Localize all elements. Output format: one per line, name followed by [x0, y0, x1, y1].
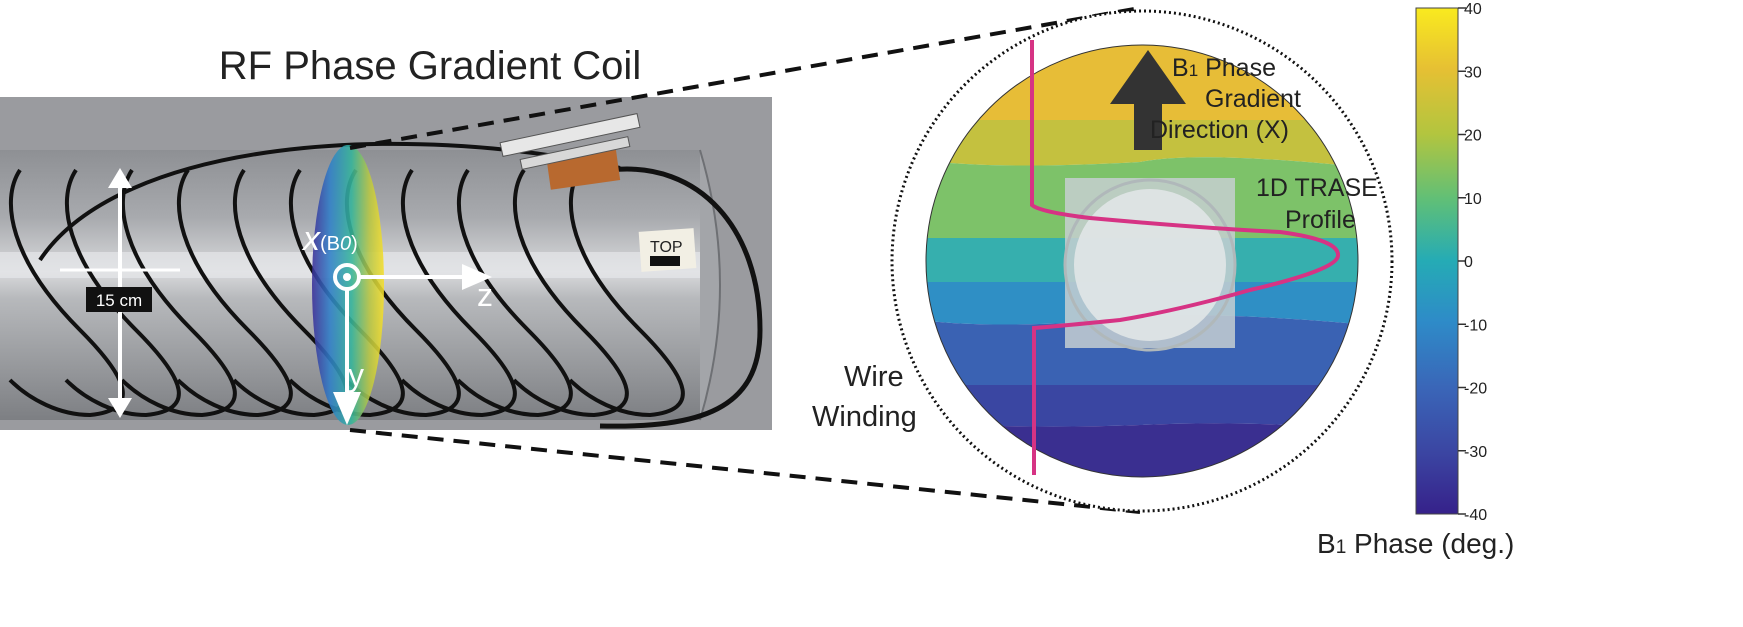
wire-loop	[512, 168, 629, 418]
tube-end	[699, 149, 721, 421]
gradient-direction-arrow	[1110, 50, 1186, 150]
figure-title: RF Phase Gradient Coil	[218, 44, 642, 88]
zoom-line-bottom	[349, 428, 1141, 514]
phase-ellipse	[312, 145, 384, 425]
phantom-rim	[1063, 178, 1237, 352]
colorbar-tick-label: 10	[1464, 191, 1482, 208]
arrow-label-line3: Direction (X)	[1150, 116, 1289, 144]
axis-y-arrowhead	[333, 392, 361, 425]
colorbar-tick-label: -30	[1464, 444, 1487, 461]
colorbar-tick-label: 30	[1464, 64, 1482, 81]
tape-label-text: TOP	[650, 239, 683, 256]
coil-photo: TOP 15 cm z y x(B0)	[0, 97, 772, 430]
colorbar-tick-label: -10	[1464, 317, 1487, 334]
wire-label-line1: Wire	[844, 361, 904, 393]
axis-z-arrowhead	[462, 264, 492, 290]
capacitor-1	[499, 113, 641, 157]
return-wire	[599, 166, 763, 429]
colorbar-tick-label: 20	[1464, 128, 1482, 145]
colorbar-gradient	[1415, 7, 1459, 515]
wire-loop	[400, 168, 517, 418]
wire-loop	[8, 168, 125, 418]
phantom-disc	[1074, 189, 1226, 341]
axis-y-label: y	[348, 357, 364, 393]
colorbar-tick-label: 0	[1464, 254, 1473, 271]
colorbar-label: B1 Phase (deg.)	[1317, 528, 1514, 559]
colorbar-ticks: 40 30 20 10 0 -10 -20 -30 -40	[1458, 1, 1487, 524]
colorbar-tick-label: -40	[1464, 507, 1487, 524]
scale-arrow-top	[108, 168, 132, 188]
phase-map: B1 Phase Gradient Direction (X) 1D TRASE…	[812, 9, 1394, 513]
axis-x-label: x(B0)	[301, 220, 358, 258]
colorbar: 40 30 20 10 0 -10 -20 -30 -40 B1 Phase (deg.)	[1317, 1, 1514, 559]
wire-label-line2: Winding	[812, 401, 917, 433]
colorbar-tick-label: -20	[1464, 381, 1487, 398]
colorbar-tick-label: 40	[1464, 1, 1482, 18]
scale-label-box	[86, 287, 152, 312]
profile-label-line1: 1D TRASE	[1256, 174, 1378, 202]
axis-origin-dot	[343, 273, 351, 281]
tape-mark	[650, 256, 680, 266]
capacitor-2	[519, 136, 631, 170]
wire-loop	[176, 168, 293, 418]
phase-map-edge	[925, 44, 1359, 478]
profile-label-line2: Profile	[1285, 206, 1356, 234]
wire-loop	[456, 168, 573, 418]
zoom-line-top	[349, 6, 1141, 150]
wire-loop	[120, 168, 237, 418]
axis-z-label: z	[477, 277, 493, 313]
arrow-label-line2: Gradient	[1205, 85, 1301, 113]
arrow-label-line1: B1 Phase	[1172, 54, 1276, 82]
wire-loop	[568, 168, 685, 418]
scale-label: 15 cm	[96, 291, 142, 310]
axis-origin-ring	[333, 263, 361, 291]
scale-arrow-bottom	[108, 398, 132, 418]
trase-profile-curve	[1030, 40, 1340, 475]
wire-windings	[8, 168, 685, 418]
